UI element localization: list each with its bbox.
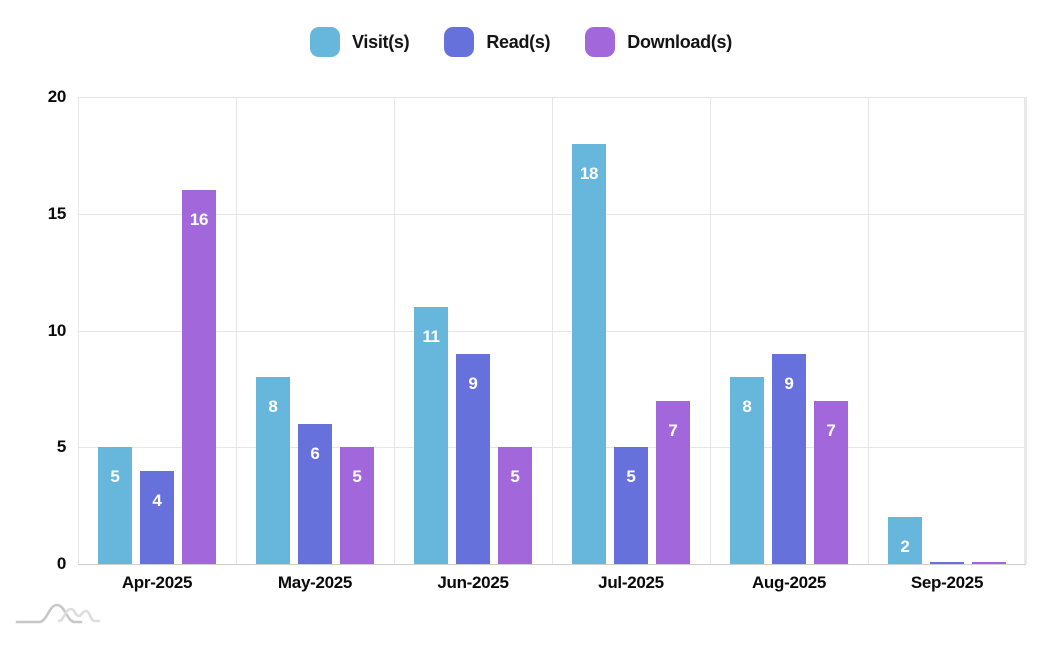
bar-visit-s-sep-2025[interactable] — [888, 517, 922, 564]
x-tick-label-jun-2025: Jun-2025 — [437, 573, 509, 592]
gridline-x-2 — [394, 97, 395, 564]
legend-label-reads: Read(s) — [486, 31, 551, 52]
bar-read-s-jun-2025[interactable] — [456, 354, 490, 564]
visits-swatch-icon — [310, 27, 341, 57]
x-axis-line — [78, 564, 1026, 565]
y-tick-label-10: 10 — [47, 320, 67, 340]
bar-download-s-may-2025[interactable] — [340, 447, 374, 564]
bar-read-s-aug-2025[interactable] — [772, 354, 806, 564]
legend-label-visits: Visit(s) — [352, 31, 410, 52]
bar-visit-s-jun-2025[interactable] — [414, 307, 448, 564]
bar-read-s-may-2025[interactable] — [298, 424, 332, 564]
bar-visit-s-may-2025[interactable] — [256, 377, 290, 564]
legend-item-downloads[interactable]: Download(s) — [585, 27, 732, 57]
amcharts-logo-icon[interactable] — [14, 599, 102, 627]
legend-item-reads[interactable]: Read(s) — [444, 27, 551, 57]
legend: Visit(s) Read(s) Download(s) — [0, 27, 1042, 57]
bar-download-s-jul-2025[interactable] — [656, 401, 690, 564]
y-tick-label-15: 15 — [47, 203, 67, 223]
x-tick-label-aug-2025: Aug-2025 — [751, 573, 827, 592]
legend-item-visits[interactable]: Visit(s) — [310, 27, 410, 57]
bar-read-s-sep-2025[interactable] — [930, 562, 964, 564]
gridline-x-0 — [78, 97, 79, 564]
bar-download-s-sep-2025[interactable] — [972, 562, 1006, 564]
x-tick-label-apr-2025: Apr-2025 — [121, 573, 193, 592]
bar-visit-s-aug-2025[interactable] — [730, 377, 764, 564]
gridline-x-5 — [868, 97, 869, 564]
y-tick-label-20: 20 — [47, 87, 67, 106]
downloads-swatch-icon — [585, 27, 616, 57]
x-tick-label-sep-2025: Sep-2025 — [910, 573, 984, 592]
x-axis: Apr-2025 May-2025 Jun-2025 Jul-2025 Aug-2025… — [78, 573, 1026, 597]
legend-label-downloads: Download(s) — [627, 31, 732, 52]
bar-read-s-apr-2025[interactable] — [140, 471, 174, 564]
gridline-x-4 — [710, 97, 711, 564]
x-tick-label-jul-2025: Jul-2025 — [598, 573, 664, 592]
y-axis: 0 5 10 15 20 — [0, 87, 67, 573]
y-tick-label-0: 0 — [56, 554, 66, 573]
reads-swatch-icon — [444, 27, 475, 57]
gridline-x-1 — [236, 97, 237, 564]
gridline-x-3 — [552, 97, 553, 564]
plot-area: 5 8 11 18 8 2 4 6 9 5 9 16 5 5 7 7 — [78, 97, 1027, 565]
bar-download-s-jun-2025[interactable] — [498, 447, 532, 564]
x-tick-label-may-2025: May-2025 — [277, 573, 353, 592]
bar-visit-s-jul-2025[interactable] — [572, 144, 606, 564]
gridline-x-6 — [1024, 97, 1027, 564]
bar-download-s-aug-2025[interactable] — [814, 401, 848, 564]
bar-visit-s-apr-2025[interactable] — [98, 447, 132, 564]
y-tick-label-5: 5 — [56, 437, 66, 457]
bar-download-s-apr-2025[interactable] — [182, 190, 216, 564]
bar-read-s-jul-2025[interactable] — [614, 447, 648, 564]
